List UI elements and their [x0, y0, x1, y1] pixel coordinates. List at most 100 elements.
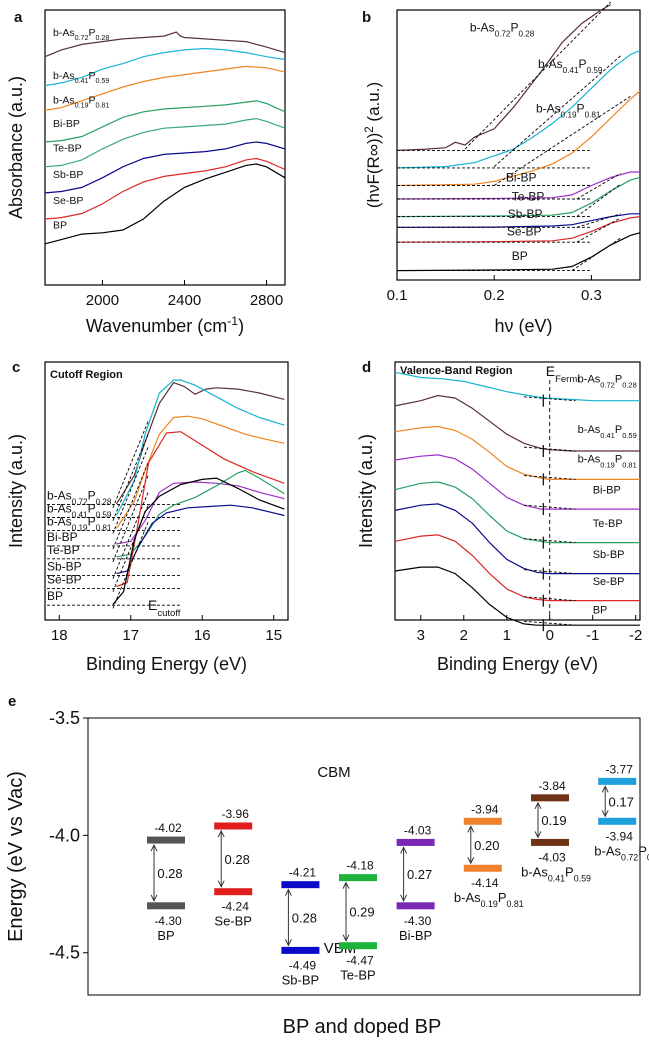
- y-axis-label: Intensity (a.u.): [6, 434, 26, 548]
- label-sub: 0.59: [96, 510, 112, 519]
- cbm-value: -4.21: [289, 866, 317, 880]
- x-axis-label: Binding Energy (eV): [437, 654, 598, 674]
- x-tick-label: 18: [51, 627, 68, 644]
- series-line-b-As019P081: [396, 90, 641, 187]
- label-sub: cutoff: [157, 608, 180, 619]
- fit-line: [493, 96, 631, 186]
- series-line-Se-BP: [396, 216, 641, 243]
- panel-title: Valence-Band Region: [400, 365, 513, 377]
- label-part: Se-BP: [593, 576, 625, 588]
- series-line-Te-BP: [116, 469, 285, 558]
- gap-arrow-head: [400, 846, 408, 854]
- cbm-bar: [598, 777, 637, 785]
- panel-c-frame: [44, 361, 289, 621]
- panel-e-letter: e: [8, 693, 16, 710]
- series-label: Sb-BP: [593, 549, 625, 561]
- fit-line: [523, 596, 576, 602]
- y-axis-label: Energy (eV vs Vac): [5, 771, 27, 942]
- label-part: b-As: [538, 57, 563, 71]
- x-tick-label: -2: [629, 627, 642, 644]
- label-part: Se-BP: [507, 224, 542, 238]
- y-axis-label: Absorbance (a.u.): [6, 76, 26, 219]
- x-tick-label: 1: [503, 627, 511, 644]
- fit-line: [523, 396, 576, 402]
- x-tick-label: 15: [265, 627, 282, 644]
- material-name: b-As0.72P0.28: [594, 843, 649, 862]
- label-part: b-As: [47, 489, 72, 503]
- x-tick-label: 17: [122, 627, 139, 644]
- cutoff-annotation: Ecutoff: [148, 597, 181, 619]
- vbm-bar: [281, 946, 320, 954]
- label-part: BP: [593, 605, 608, 617]
- series-line-b-As072P028: [115, 381, 285, 505]
- series-line-Bi-BP: [396, 171, 640, 200]
- label-part: Bi-BP: [47, 530, 78, 544]
- label-part: b-As: [53, 95, 75, 107]
- gap-value: 0.28: [225, 852, 250, 867]
- fit-line: [112, 490, 150, 579]
- cbm-value: -3.77: [606, 762, 634, 776]
- legend-label: BP: [53, 220, 67, 232]
- label-part: P: [615, 424, 622, 436]
- legend-label: Sb-BP: [53, 169, 83, 181]
- label-sub: 0.72: [600, 380, 615, 389]
- cbm-bar: [281, 881, 320, 889]
- label-part: P: [510, 21, 518, 35]
- legend-label: Te-BP: [53, 143, 82, 155]
- label-part: b-As: [578, 424, 601, 436]
- vbm-value: -4.30: [154, 914, 182, 928]
- x-tick-label: 16: [194, 627, 211, 644]
- vbm-value: -4.47: [346, 954, 374, 968]
- fit-line: [112, 461, 150, 550]
- label-sub: 0.19: [75, 102, 89, 110]
- label-part: Bi-BP: [506, 170, 537, 184]
- label-part: b-As: [521, 864, 548, 879]
- series-line-b-As041P059: [394, 394, 640, 452]
- label-part: b-As: [578, 374, 601, 386]
- legend-label: Te-BP: [47, 543, 80, 557]
- label-part: Wavenumber (cm: [86, 316, 227, 336]
- gap-arrow-head: [467, 857, 475, 865]
- gap-arrow-head: [284, 939, 292, 947]
- label-sup: -1: [227, 314, 238, 328]
- vbm-bar: [463, 864, 502, 872]
- legend-label: Sb-BP: [47, 560, 82, 574]
- cbm-value: -3.84: [538, 779, 566, 793]
- series-line-Se-BP: [44, 157, 286, 220]
- label-part: (a.u.): [364, 82, 383, 126]
- gap-arrow-head: [284, 888, 292, 896]
- x-tick-label: 3: [417, 627, 425, 644]
- series-label: b-As0.72P0.28: [470, 21, 535, 38]
- gap-arrow-head: [534, 801, 542, 810]
- fit-line: [523, 538, 576, 544]
- label-part: P: [615, 454, 622, 466]
- series-label: b-As0.41P0.59: [538, 57, 603, 75]
- x-axis-label: BP and doped BP: [283, 1016, 442, 1038]
- vbm-value: -3.94: [606, 829, 634, 843]
- vbm-value: -4.24: [222, 900, 250, 914]
- series-line-b-As041P059: [44, 47, 286, 87]
- x-tick-label: 2800: [250, 292, 283, 309]
- label-part: P: [88, 27, 95, 39]
- gap-value: 0.28: [292, 911, 317, 926]
- label-part: Te-BP: [47, 543, 80, 557]
- label-part: P: [88, 95, 95, 107]
- x-axis-label: Wavenumber (cm-1): [86, 314, 244, 336]
- series-line-Te-BP: [396, 176, 641, 218]
- gap-arrow-head: [534, 831, 542, 839]
- label-part: b-As: [594, 843, 621, 858]
- series-line-Sb-BP: [394, 503, 640, 575]
- label-sub: 0.81: [507, 899, 524, 909]
- label-part: P: [565, 864, 574, 879]
- series-label: Bi-BP: [593, 485, 621, 497]
- label-sup: 2: [364, 126, 376, 132]
- label-sub: 0.41: [563, 66, 579, 75]
- label-part: P: [88, 70, 95, 82]
- legend-label: b-As0.19P0.81: [53, 95, 109, 110]
- label-part: E: [148, 597, 157, 613]
- label-sub: 0.28: [95, 34, 109, 42]
- fit-line: [112, 419, 150, 508]
- label-part: P: [615, 374, 622, 386]
- label-sub: 0.81: [96, 523, 112, 532]
- label-part: b-As: [47, 502, 72, 516]
